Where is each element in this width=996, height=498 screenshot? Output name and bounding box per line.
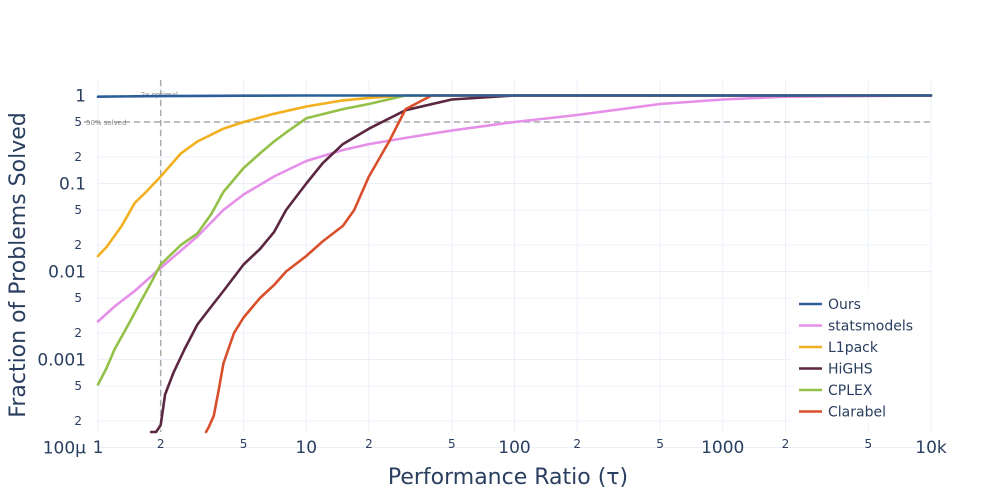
x-tick-label: 1 (93, 438, 104, 458)
x-axis-title: Performance Ratio (τ) (388, 465, 628, 490)
x-minor-tick-label: 2 (157, 437, 165, 451)
legend-background (790, 290, 930, 424)
y-tick-label: 100μ (43, 438, 86, 458)
x-minor-tick-label: 5 (864, 437, 872, 451)
y-tick-label: 0.01 (48, 262, 86, 282)
series-line-ours (96, 94, 933, 98)
x-minor-tick-label: 2 (365, 437, 373, 451)
y-minor-tick-label: 5 (74, 379, 82, 393)
x-minor-tick-label: 5 (448, 437, 456, 451)
y-minor-tick-label: 5 (74, 291, 82, 305)
series-line-l1pack (96, 94, 933, 258)
x-tick-label: 10 (295, 438, 317, 458)
y-minor-tick-label: 5 (74, 203, 82, 217)
y-tick-label: 0.1 (59, 174, 86, 194)
series-line-statsmodels (96, 94, 933, 323)
series-line-clarabel (204, 94, 933, 434)
x-tick-label: 1000 (701, 438, 744, 458)
legend-item-label: HiGHS (828, 362, 873, 378)
x-minor-tick-label: 5 (240, 437, 248, 451)
x-axis-ticks: 1 10 100 1000 10k 2 5 2 5 2 5 2 5 (93, 437, 947, 458)
y-minor-tick-label: 2 (74, 414, 82, 428)
series-line-highs (149, 94, 933, 434)
legend-item-label: L1pack (828, 340, 879, 356)
x-minor-tick-label: 2 (782, 437, 790, 451)
y-minor-tick-label: 5 (74, 115, 82, 129)
y-tick-label: 0.001 (37, 350, 86, 370)
x-tick-label: 10k (915, 438, 947, 458)
y-tick-label: 1 (75, 86, 86, 106)
series-line-cplex (96, 94, 933, 386)
x-minor-tick-label: 5 (656, 437, 664, 451)
y-axis-ticks: 1 0.1 0.01 0.001 100μ 5 2 5 2 5 2 5 2 (37, 86, 86, 458)
series-lines (96, 94, 933, 434)
y-axis-title: Fraction of Problems Solved (6, 112, 31, 417)
legend-item-label: statsmodels (828, 319, 913, 335)
legend-item-label: Clarabel (828, 405, 886, 421)
legend-item-label: Ours (828, 297, 861, 313)
legend-item-label: CPLEX (828, 383, 873, 399)
y-minor-tick-label: 2 (74, 150, 82, 164)
reference-label-y: 50% solved (86, 119, 127, 127)
x-tick-label: 100 (498, 438, 530, 458)
y-minor-tick-label: 2 (74, 238, 82, 252)
x-minor-tick-label: 2 (573, 437, 581, 451)
legend: Ours statsmodels L1pack HiGHS CPLEX Clarabel (790, 290, 930, 424)
y-minor-tick-label: 2 (74, 326, 82, 340)
